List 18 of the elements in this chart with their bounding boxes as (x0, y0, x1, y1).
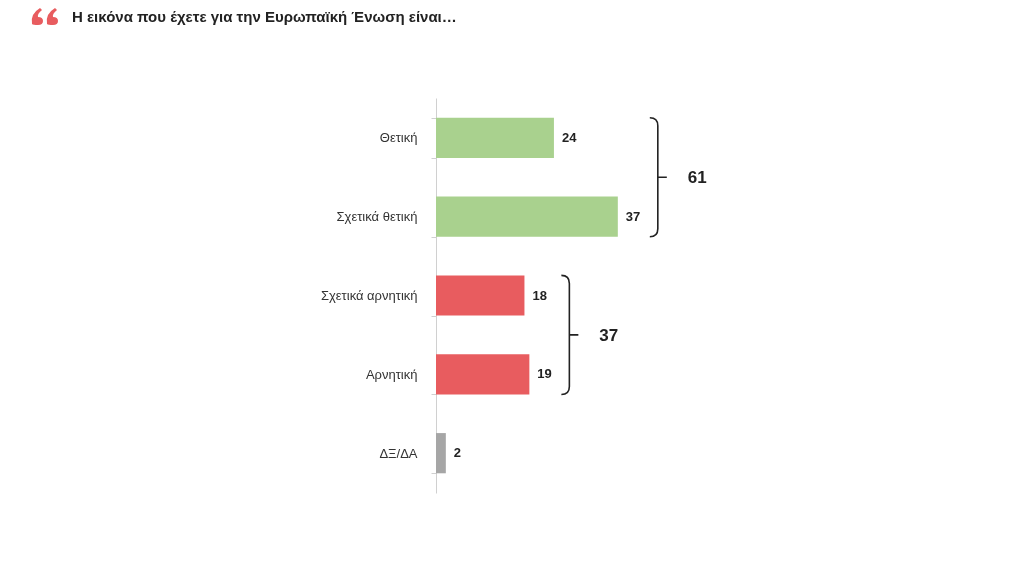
data-label: 18 (532, 287, 547, 303)
bar (436, 354, 530, 395)
y-tick-label: Θετική (379, 130, 418, 146)
bar (436, 196, 618, 237)
bar (436, 433, 446, 474)
data-label: 2 (453, 445, 462, 461)
data-label: 19 (537, 366, 552, 382)
text: Η εικόνα που έχετε για την Ευρωπαϊκή Ένωση είναι… (72, 7, 457, 25)
bar (436, 275, 525, 316)
bar (436, 117, 554, 158)
y-tick-label: Σχετικά θετική (336, 209, 418, 225)
data-label: 24 (561, 129, 578, 145)
y-tick-label: ΔΞ/ΔΑ (379, 445, 418, 461)
data-label: 37 (625, 208, 641, 224)
annotation: 37 (599, 325, 619, 345)
y-tick-label: Σχετικά αρνητική (320, 288, 418, 303)
y-tick-label: Αρνητική (365, 366, 418, 382)
text: 61 (687, 168, 707, 188)
